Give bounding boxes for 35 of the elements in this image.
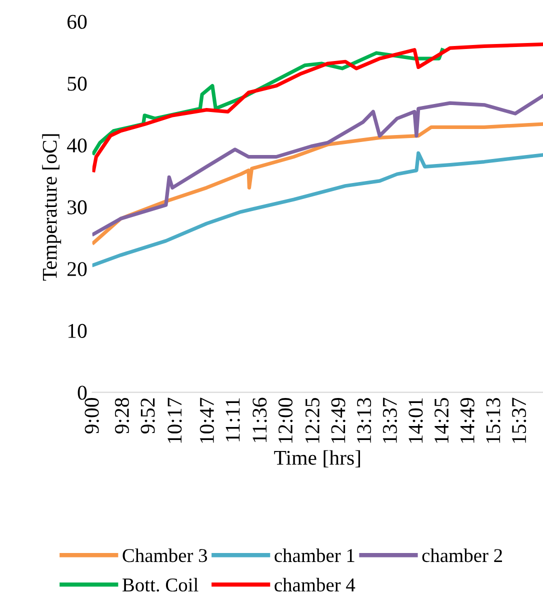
x-tick-label: 12:25 — [305, 398, 320, 443]
y-tick-label: 0 — [78, 386, 87, 400]
legend-label: chamber 1 — [274, 548, 354, 562]
line-series — [92, 122, 543, 245]
y-tick-label: 50 — [68, 76, 87, 91]
x-tick-label: 14:49 — [460, 398, 474, 443]
legend-label: Chamber 3 — [122, 548, 208, 562]
y-tick-label: 40 — [67, 138, 87, 153]
y-tick-label: 60 — [68, 14, 87, 29]
x-tick-label: 13:13 — [357, 398, 372, 443]
line-series — [92, 42, 543, 172]
x-tick-label: 15:37 — [512, 398, 526, 443]
x-tick-label: 9:28 — [114, 398, 130, 434]
line-series — [92, 151, 543, 267]
x-tick-label: 10:47 — [200, 398, 214, 443]
x-tick-label: 12:00 — [278, 398, 293, 443]
x-tick-label: 11:11 — [226, 398, 240, 442]
x-tick-label: 15:13 — [486, 398, 500, 443]
x-tick-label: 9:00 — [84, 398, 99, 434]
x-tick-label: 14:25 — [434, 398, 449, 443]
legend-label: Bott. Coil — [122, 578, 198, 592]
legend-label: chamber 2 — [422, 548, 502, 562]
x-tick-label: 14:01 — [408, 398, 423, 443]
legend-label: chamber 4 — [274, 578, 356, 592]
x-axis-title: Time [hrs] — [274, 450, 360, 468]
line-series — [92, 94, 543, 236]
y-tick-label: 30 — [68, 200, 87, 214]
y-axis-title: Temperature [oC] — [42, 134, 62, 281]
x-tick-label: 12:49 — [331, 398, 346, 443]
y-tick-label: 20 — [68, 262, 87, 276]
x-tick-label: 11:36 — [252, 398, 267, 442]
x-tick-label: 13:37 — [382, 398, 397, 443]
x-tick-label: 10:17 — [168, 398, 182, 443]
x-tick-label: 9:52 — [140, 398, 155, 434]
y-tick-label: 10 — [68, 324, 87, 338]
